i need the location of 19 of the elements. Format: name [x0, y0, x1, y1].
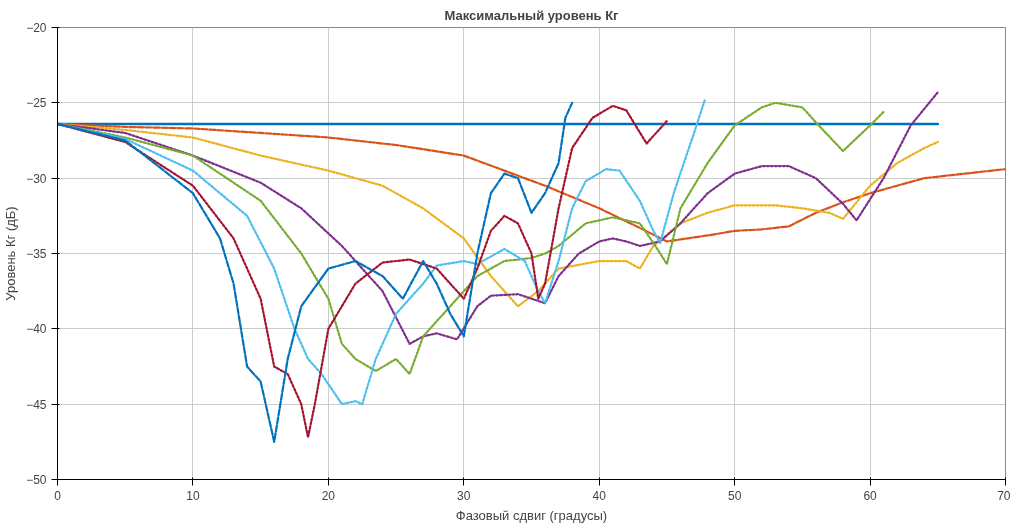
x-tick-label: 30: [457, 488, 471, 503]
chart-title: Максимальный уровень Кг: [444, 7, 620, 23]
x-axis-title: Фазовый сдвиг (градусы): [455, 507, 608, 523]
x-tick-label: 40: [592, 488, 607, 503]
y-tick-label: −20: [26, 21, 47, 35]
x-tick-label: 60: [863, 488, 878, 503]
x-tick-label: 20: [321, 488, 336, 503]
y-tick-label: −35: [26, 247, 47, 261]
y-axis-title: Уровень Кг (дБ): [3, 206, 19, 301]
x-tick-label: 0: [54, 488, 62, 503]
y-tick-label: −30: [26, 171, 47, 186]
y-tick-label: −50: [26, 473, 47, 487]
y-tick-label: −25: [26, 96, 47, 111]
x-tick-label: 10: [186, 488, 200, 503]
x-tick-label: 70: [997, 488, 1011, 503]
y-tick-label: −45: [26, 397, 47, 412]
line-series: [57, 122, 1006, 243]
x-tick-label: 50: [727, 488, 742, 503]
y-tick-label: −40: [26, 322, 47, 337]
